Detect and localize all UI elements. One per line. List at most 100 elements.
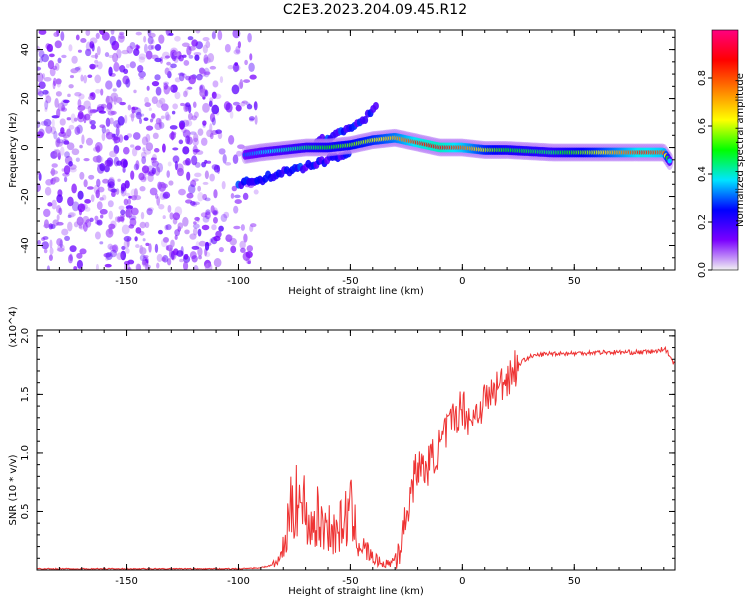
heatmap-noise-blob: [197, 192, 204, 202]
heatmap-noise-blob: [108, 181, 115, 189]
heatmap-noise-blob: [170, 84, 178, 93]
heatmap-noise-blob: [69, 74, 74, 79]
bottom-y-tick-label: 0.5: [20, 504, 31, 520]
heatmap-noise-blob: [249, 224, 254, 233]
heatmap-noise-blob: [172, 103, 178, 110]
heatmap-noise-blob: [245, 102, 251, 106]
heatmap-noise-blob: [181, 54, 187, 58]
heatmap-noise-blob: [186, 171, 191, 181]
heatmap-noise-blob: [141, 156, 147, 165]
heatmap-noise-blob: [49, 67, 56, 77]
heatmap-noise-blob: [46, 265, 51, 270]
heatmap-noise-blob: [129, 113, 137, 119]
heatmap-noise-blob: [163, 84, 171, 95]
colorbar-tick-label: 0.0: [697, 262, 708, 278]
heatmap-noise-blob: [130, 112, 135, 122]
heatmap-noise-blob: [114, 216, 119, 222]
heatmap-noise-blob: [179, 258, 184, 263]
heatmap-noise-blob: [191, 245, 200, 250]
heatmap-noise-blob: [141, 260, 147, 266]
heatmap-noise-blob: [66, 117, 72, 121]
top-y-axis-label: Frequency (Hz): [8, 112, 19, 188]
heatmap-noise-blob: [57, 102, 65, 112]
heatmap-noise-blob: [85, 218, 92, 228]
heatmap-noise-blob: [155, 86, 162, 96]
heatmap-noise-blob: [84, 113, 91, 121]
heatmap-noise-blob: [187, 184, 196, 194]
heatmap-noise-blob: [85, 48, 92, 57]
heatmap-noise-blob: [239, 240, 246, 249]
heatmap-noise-blob: [146, 208, 153, 216]
heatmap-noise-blob: [45, 125, 53, 134]
heatmap-noise-blob: [166, 61, 172, 66]
heatmap-noise-blob: [145, 242, 150, 247]
heatmap-noise-blob: [177, 72, 186, 76]
heatmap-noise-blob: [158, 97, 166, 105]
heatmap-noise-blob: [202, 120, 207, 126]
heatmap-noise-blob: [223, 211, 230, 219]
heatmap-noise-blob: [138, 172, 145, 181]
heatmap-noise-blob: [213, 93, 222, 100]
heatmap-noise-blob: [200, 137, 208, 146]
heatmap-noise-blob: [99, 197, 104, 201]
heatmap-noise-blob: [70, 68, 79, 74]
heatmap-noise-blob: [127, 266, 132, 270]
heatmap-noise-blob: [226, 235, 234, 240]
heatmap-noise-blob: [204, 211, 211, 220]
heatmap-noise-blob: [180, 102, 185, 107]
heatmap-noise-blob: [51, 163, 58, 168]
heatmap-noise-blob: [96, 219, 103, 226]
heatmap-noise-blob: [94, 142, 103, 152]
heatmap-noise-blob: [125, 248, 130, 254]
heatmap-noise-blob: [142, 147, 146, 152]
heatmap-noise-blob: [77, 99, 82, 108]
heatmap-noise-blob: [144, 102, 152, 108]
heatmap-noise-blob: [89, 120, 96, 126]
heatmap-ridge-core: [242, 132, 673, 166]
heatmap-noise-blob: [84, 206, 91, 212]
heatmap-noise-blob: [230, 193, 235, 199]
heatmap-noise-blob: [232, 101, 240, 106]
heatmap-noise-blob: [219, 76, 224, 84]
heatmap-noise-blob: [181, 42, 190, 47]
heatmap-noise-blob: [174, 35, 181, 42]
heatmap-noise-blob: [77, 49, 82, 53]
heatmap-noise-blob: [192, 227, 198, 236]
heatmap-noise-blob: [152, 132, 159, 140]
heatmap-noise-blob: [50, 167, 56, 177]
heatmap-noise-blob: [180, 76, 185, 81]
heatmap-noise-blob: [139, 254, 146, 262]
heatmap-noise-blob: [73, 117, 78, 122]
heatmap-noise-blob: [56, 194, 63, 204]
heatmap-noise-blob: [67, 196, 74, 207]
heatmap-noise-blob: [191, 201, 198, 207]
heatmap-noise-blob: [124, 180, 130, 189]
heatmap-noise-blob: [44, 100, 49, 110]
colorbar-label: Normalized spectral amplitude: [735, 73, 746, 227]
heatmap-noise-blob: [130, 207, 139, 216]
heatmap-noise-blob: [206, 160, 212, 164]
heatmap-noise-blob: [143, 149, 152, 155]
heatmap-noise-blob: [119, 101, 126, 106]
heatmap-noise-blob: [163, 82, 168, 90]
heatmap-noise-blob: [136, 45, 141, 49]
heatmap-noise-blob: [228, 135, 235, 145]
heatmap-noise-blob: [132, 132, 141, 140]
heatmap-noise-blob: [201, 224, 210, 231]
heatmap-noise-blob: [66, 142, 75, 151]
heatmap-noise-blob: [185, 253, 189, 259]
heatmap-noise-blob: [192, 137, 199, 147]
heatmap-noise-blob: [193, 221, 197, 225]
heatmap-noise-blob: [105, 257, 109, 261]
heatmap-noise-blob: [215, 230, 222, 238]
heatmap-noise-blob: [95, 189, 100, 199]
heatmap-noise-blob: [137, 64, 144, 73]
heatmap-noise-blob: [131, 147, 138, 157]
heatmap-noise-blob: [96, 201, 103, 210]
heatmap-noise-blob: [43, 208, 51, 218]
heatmap-noise-blob: [165, 224, 172, 231]
heatmap-noise-blob: [123, 239, 130, 249]
heatmap-noise-blob: [164, 224, 169, 231]
heatmap-noise-blob: [147, 36, 154, 45]
heatmap-noise-blob: [119, 65, 126, 73]
